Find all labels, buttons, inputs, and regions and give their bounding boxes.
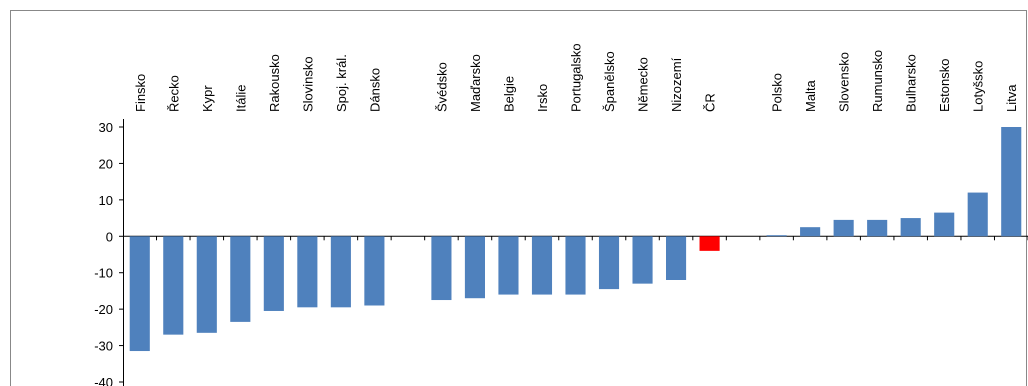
y-tick-label: 10: [99, 193, 113, 208]
x-tick-label: Bulharsko: [904, 54, 919, 112]
x-tick-label: Polsko: [770, 73, 785, 112]
x-tick-label: Lotyšsko: [971, 61, 986, 112]
y-tick-label: -40: [94, 375, 113, 386]
y-tick-label: -20: [94, 302, 113, 317]
x-tick-label: Portugalsko: [569, 43, 584, 112]
y-tick-label: 20: [99, 156, 113, 171]
x-tick-label: Finsko: [133, 74, 148, 112]
bar: [934, 212, 955, 237]
bar: [967, 192, 988, 237]
x-tick-label: Irsko: [535, 84, 550, 112]
bar: [900, 218, 921, 237]
x-tick-label: Malta: [803, 79, 818, 112]
x-tick-label: Řecko: [166, 75, 181, 112]
x-tick-label: Estonsko: [937, 59, 952, 112]
bar: [800, 227, 821, 237]
bar: [666, 236, 687, 280]
x-tick-label: Dánsko: [367, 68, 382, 112]
bar: [833, 219, 854, 237]
y-tick-label: -10: [94, 266, 113, 281]
y-tick-label: -30: [94, 339, 113, 354]
x-tick-label: Litva: [1004, 84, 1019, 112]
bar: [531, 236, 553, 295]
x-tick-label: Kypr: [200, 85, 215, 112]
x-tick-label: Německo: [636, 57, 651, 112]
x-tick-label: Slovensko: [837, 52, 852, 112]
x-tick-label: Španělsko: [602, 51, 617, 112]
bar: [163, 236, 184, 335]
x-tick-label: Rakousko: [267, 54, 282, 112]
x-tick-label: Švédsko: [434, 62, 449, 112]
bar: [297, 236, 318, 308]
x-tick-label: Spoj. král.: [334, 54, 349, 112]
bar: [263, 236, 284, 311]
x-tick-label: Maďarsko: [468, 54, 483, 112]
x-tick-label: Rumunsko: [870, 50, 885, 112]
bar: [699, 236, 720, 251]
x-tick-label: ČR: [703, 93, 718, 112]
x-tick-label: Nizozemí: [669, 57, 684, 112]
y-tick-label: 0: [106, 229, 113, 244]
bar: [431, 236, 452, 301]
bar: [330, 236, 351, 308]
bar: [196, 236, 217, 333]
x-tick-label: Itálie: [233, 85, 248, 112]
x-tick-label: Slovinsko: [300, 56, 315, 112]
bar: [632, 236, 653, 284]
y-tick-label: 30: [99, 120, 113, 135]
bar: [129, 236, 150, 352]
bar: [464, 236, 485, 299]
bar: [1001, 127, 1022, 237]
bar: [498, 236, 519, 295]
bar: [867, 219, 888, 237]
x-tick-label: Belgie: [501, 76, 516, 112]
bar: [230, 236, 251, 322]
bar: [766, 235, 787, 237]
bar: [364, 236, 385, 306]
bar: [598, 236, 620, 290]
bar: [565, 236, 586, 295]
